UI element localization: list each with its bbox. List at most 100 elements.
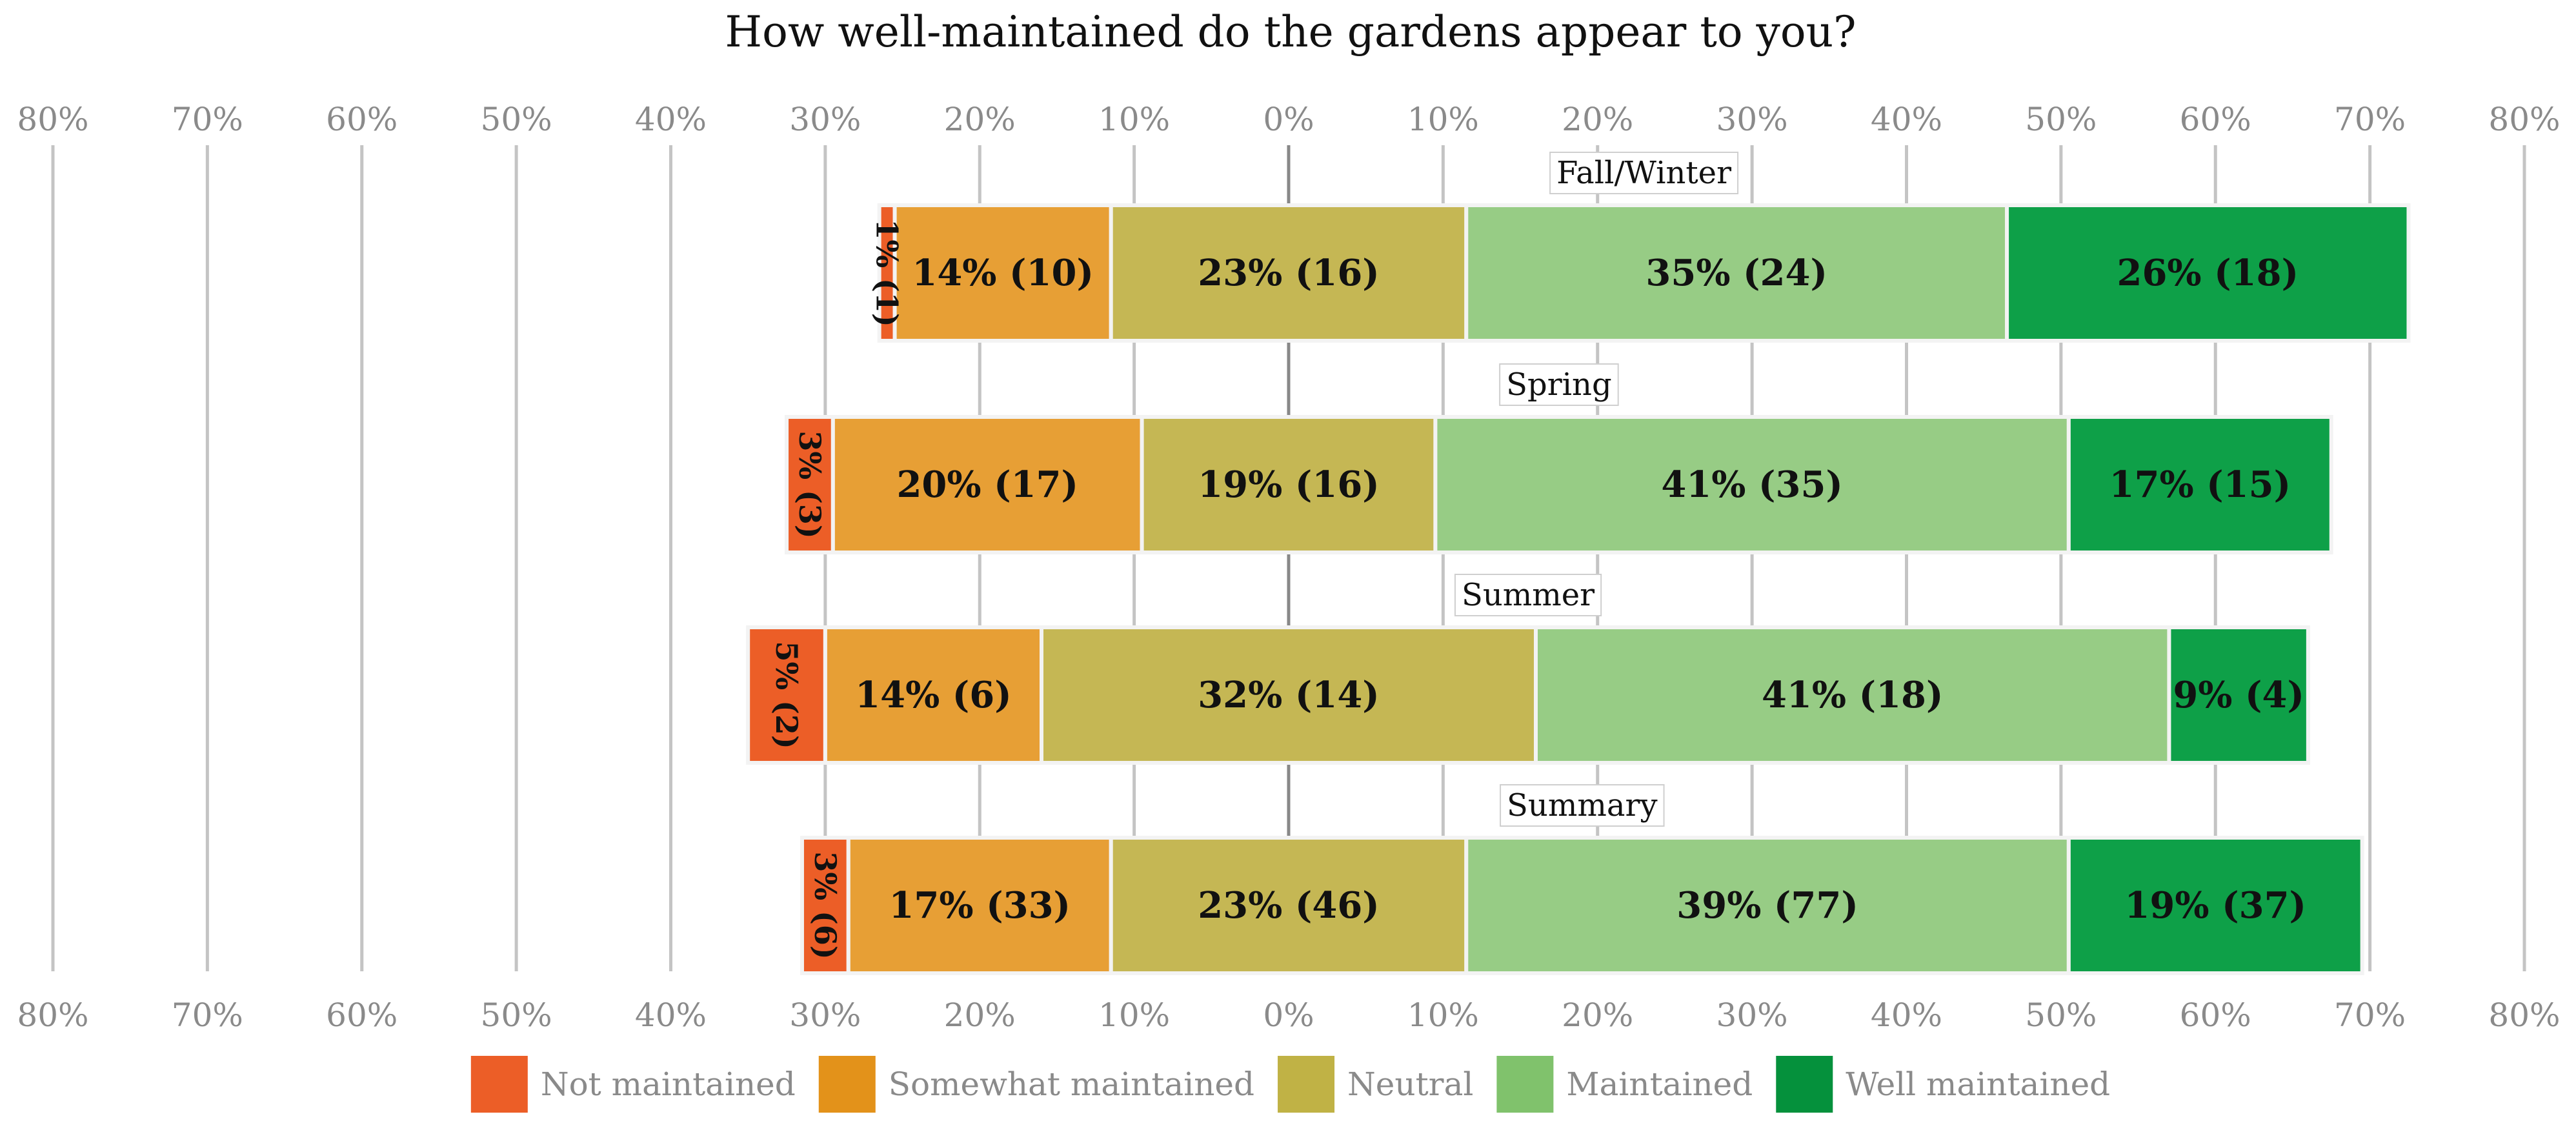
data-label: 19% (37) bbox=[2124, 884, 2306, 927]
row-header: Spring bbox=[1499, 363, 1619, 406]
legend-swatch bbox=[470, 1056, 528, 1113]
bar-segment bbox=[892, 203, 1113, 343]
bar-row: 5% (2) 14% (6) 32% (14) 41% (18) 9% (4) Summe… bbox=[746, 574, 2310, 765]
x-tick-label-bottom: 10% bbox=[1098, 996, 1170, 1034]
legend-item: Not maintained bbox=[470, 1056, 796, 1113]
x-tick-label-top: 50% bbox=[2025, 101, 2097, 138]
x-tick-label-bottom: 40% bbox=[635, 996, 707, 1034]
legend-swatch bbox=[1496, 1056, 1554, 1113]
x-tick-label-top: 40% bbox=[1871, 101, 1942, 138]
data-label: 3% (3) bbox=[792, 430, 827, 538]
legend-item: Maintained bbox=[1496, 1056, 1753, 1113]
data-label: 32% (14) bbox=[1198, 674, 1380, 716]
x-tick-label-bottom: 30% bbox=[789, 996, 861, 1034]
bar-segment bbox=[1433, 415, 2071, 554]
row-header: Fall/Winter bbox=[1549, 152, 1739, 194]
bar-segment bbox=[823, 625, 1043, 765]
x-tick-label-bottom: 0% bbox=[1263, 996, 1314, 1034]
legend-label: Not maintained bbox=[541, 1066, 796, 1103]
bar-segment bbox=[2066, 415, 2333, 554]
x-tick-label-top: 30% bbox=[789, 101, 861, 138]
bar-segment bbox=[1464, 203, 2009, 343]
bar-row: 3% (6) 17% (33) 23% (46) 39% (77) 19% (37) Su… bbox=[800, 784, 2364, 975]
data-label: 17% (33) bbox=[889, 884, 1071, 927]
legend-swatch bbox=[1278, 1056, 1335, 1113]
bar-row: 1% (1) 14% (10) 23% (16) 35% (24) 26% (18) Fa… bbox=[870, 152, 2411, 343]
x-tick-label-bottom: 50% bbox=[481, 996, 552, 1034]
category-label: Spring bbox=[1506, 367, 1612, 403]
bar-row: 3% (3) 20% (17) 19% (16) 41% (35) 17% (15) Sp… bbox=[785, 363, 2333, 554]
x-tick-label-top: 80% bbox=[2488, 101, 2560, 138]
x-tick-label-top: 10% bbox=[1098, 101, 1170, 138]
data-label: 1% (1) bbox=[870, 219, 905, 327]
x-tick-label-bottom: 50% bbox=[2025, 996, 2097, 1034]
bar-segment bbox=[1040, 625, 1538, 765]
data-label: 9% (4) bbox=[2173, 674, 2304, 716]
row-header-box bbox=[1500, 784, 1665, 827]
bar-segment bbox=[1140, 415, 1438, 554]
legend-label: Maintained bbox=[1566, 1066, 1753, 1103]
legend-item: Well maintained bbox=[1776, 1056, 2110, 1113]
x-tick-label-top: 70% bbox=[172, 101, 243, 138]
bar-segment bbox=[2005, 203, 2411, 343]
data-label: 35% (24) bbox=[1645, 252, 1827, 294]
data-label: 3% (6) bbox=[808, 851, 843, 959]
bar-segment bbox=[846, 836, 1113, 975]
x-tick-label-bottom: 20% bbox=[944, 996, 1016, 1034]
x-tick-label-bottom: 70% bbox=[2334, 996, 2406, 1034]
chart-title: How well-maintained do the gardens appea… bbox=[725, 7, 1857, 57]
x-tick-label-top: 50% bbox=[481, 101, 552, 138]
category-label: Summary bbox=[1507, 787, 1658, 824]
ticks-bottom: 80% 70% 60% 50% 40% 30% 20% 10% 0% 10% 20% 30% 40% 50… bbox=[17, 996, 2560, 1034]
legend-item: Neutral bbox=[1278, 1056, 1473, 1113]
bar-segment bbox=[1109, 203, 1469, 343]
x-tick-label-top: 10% bbox=[1407, 101, 1479, 138]
x-tick-label-top: 40% bbox=[635, 101, 707, 138]
bar-segment bbox=[2066, 836, 2364, 975]
x-tick-label-bottom: 30% bbox=[1716, 996, 1788, 1034]
data-label: 20% (17) bbox=[896, 463, 1078, 506]
bar-segment bbox=[2167, 625, 2310, 765]
legend-label: Somewhat maintained bbox=[889, 1066, 1254, 1103]
legend-label: Neutral bbox=[1347, 1066, 1473, 1103]
data-label: 14% (6) bbox=[855, 674, 1012, 716]
data-label: 39% (77) bbox=[1676, 884, 1858, 927]
data-label: 23% (46) bbox=[1198, 884, 1380, 927]
x-tick-label-bottom: 10% bbox=[1407, 996, 1479, 1034]
row-header-box bbox=[1454, 574, 1602, 616]
data-label: 19% (16) bbox=[1198, 463, 1380, 506]
bar-segment bbox=[800, 836, 850, 975]
x-tick-label-top: 70% bbox=[2334, 101, 2406, 138]
bar-segment bbox=[1464, 836, 2071, 975]
data-label: 5% (2) bbox=[769, 641, 804, 749]
legend-swatch bbox=[818, 1056, 876, 1113]
x-tick-label-bottom: 70% bbox=[172, 996, 243, 1034]
x-tick-label-bottom: 40% bbox=[1871, 996, 1942, 1034]
x-tick-label-bottom: 60% bbox=[2180, 996, 2251, 1034]
category-label: Summer bbox=[1462, 577, 1595, 613]
data-label: 14% (10) bbox=[912, 252, 1094, 294]
category-label: Fall/Winter bbox=[1556, 155, 1731, 191]
x-tick-label-bottom: 20% bbox=[1562, 996, 1633, 1034]
row-header-box bbox=[1499, 363, 1619, 406]
bars-layer: 1% (1) 14% (10) 23% (16) 35% (24) 26% (18) Fa… bbox=[746, 152, 2411, 975]
row-header: Summary bbox=[1500, 784, 1665, 827]
x-tick-label-top: 20% bbox=[1562, 101, 1633, 138]
data-label: 17% (15) bbox=[2109, 463, 2291, 506]
row-header: Summer bbox=[1454, 574, 1602, 616]
legend-item: Somewhat maintained bbox=[818, 1056, 1254, 1113]
legend-label: Well maintained bbox=[1846, 1066, 2110, 1103]
data-label: 41% (18) bbox=[1762, 674, 1944, 716]
x-tick-label-top: 60% bbox=[326, 101, 397, 138]
data-label: 23% (16) bbox=[1198, 252, 1380, 294]
ticks-top: 80% 70% 60% 50% 40% 30% 20% 10% 0% 10% 20% 30% 40% 50… bbox=[17, 101, 2560, 138]
data-label: 41% (35) bbox=[1661, 463, 1843, 506]
x-tick-label-top: 80% bbox=[17, 101, 88, 138]
x-tick-label-top: 60% bbox=[2180, 101, 2251, 138]
x-tick-label-bottom: 80% bbox=[2488, 996, 2560, 1034]
x-tick-label-bottom: 80% bbox=[17, 996, 88, 1034]
x-tick-label-bottom: 60% bbox=[326, 996, 397, 1034]
x-tick-label-top: 0% bbox=[1263, 101, 1314, 138]
row-header-box bbox=[1549, 152, 1739, 194]
